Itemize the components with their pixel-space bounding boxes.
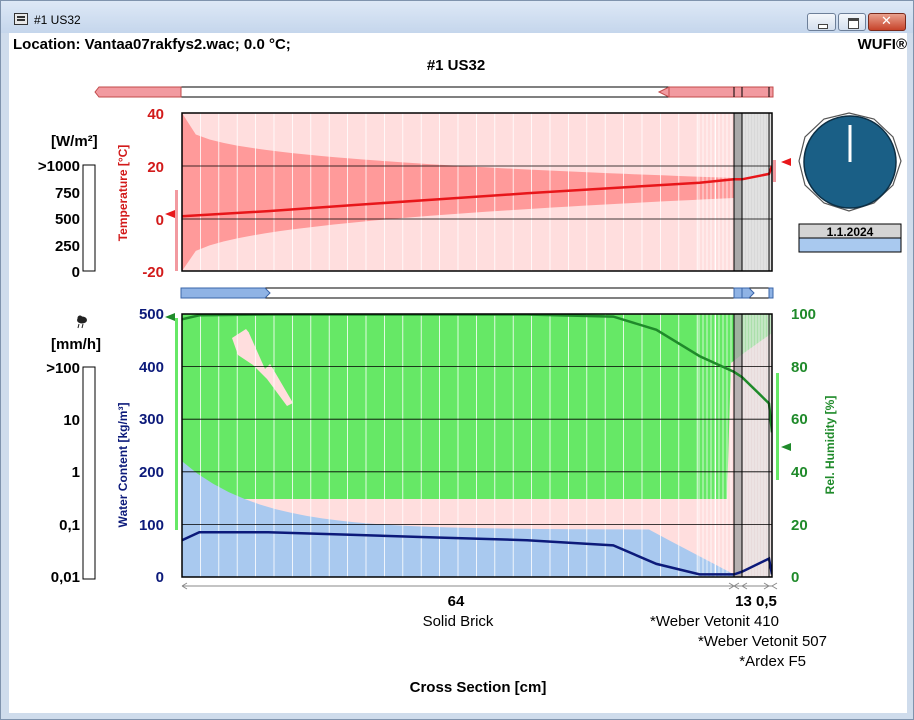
temperature-chart: 40 20 0 -20 Temperature [°C] — [116, 106, 791, 281]
rain-cloud-icon — [77, 315, 87, 329]
layer-name-label: *Ardex F5 — [739, 653, 806, 670]
rain-tick: 1 — [72, 464, 80, 481]
temperature-tick: -20 — [142, 264, 164, 281]
rain-unit: [mm/h] — [51, 336, 101, 353]
temperature-axis-label: Temperature [°C] — [116, 145, 130, 242]
rain-tick: 0,1 — [59, 517, 80, 534]
wufi-film-canvas: Location: Vantaa07rakfys2.wac; 0.0 °C; W… — [13, 36, 907, 696]
app-icon[interactable] — [14, 13, 28, 25]
layer-name-label: *Weber Vetonit 507 — [698, 633, 827, 650]
water-content-envelope — [182, 461, 734, 577]
water-content-tick: 0 — [156, 569, 164, 586]
maximize-button[interactable] — [838, 13, 866, 31]
temperature-profile-line — [182, 165, 772, 218]
heat-flux-unit: [W/m²] — [51, 133, 98, 150]
humidity-axis-label: Rel. Humidity [%] — [823, 396, 837, 495]
time-clock: 1.1.2024 — [798, 112, 902, 253]
minimize-button[interactable] — [807, 13, 836, 31]
rain-tick: >100 — [46, 360, 80, 377]
layer-name-label: Solid Brick — [423, 613, 494, 630]
clock-date: 1.1.2024 — [827, 225, 874, 239]
temperature-tick: 40 — [147, 106, 164, 123]
window-title: #1 US32 — [34, 13, 81, 27]
vetonit-507-layer — [742, 113, 772, 271]
outdoor-humidity-marker — [165, 313, 175, 321]
cross-section-axis: 64 13 0,5 Solid Brick *Weber Vetonit 410… — [181, 582, 827, 696]
temperature-plot-frame — [181, 112, 773, 272]
outdoor-rain-bar — [180, 287, 271, 299]
temperature-tick: 0 — [156, 212, 164, 229]
humidity-tick: 0 — [791, 569, 799, 586]
moisture-plot-frame — [181, 313, 773, 578]
layer-name-label: *Weber Vetonit 410 — [650, 613, 779, 630]
moisture-layer-strip[interactable] — [180, 287, 774, 299]
rain-tick: 0,01 — [51, 569, 80, 586]
wufi-brand: WUFI® — [858, 36, 907, 53]
humidity-tick: 100 — [791, 306, 816, 323]
outdoor-temperature-marker — [165, 210, 175, 218]
flux-tick: >1000 — [38, 158, 80, 175]
humidity-envelope — [182, 314, 772, 499]
humidity-envelope-gap — [232, 329, 293, 406]
layer-thickness-label: 13 0,5 — [735, 593, 777, 610]
humidity-tick: 40 — [791, 464, 808, 481]
bottom-thin-grid — [698, 314, 772, 577]
title-bar[interactable]: #1 US32 — [1, 1, 913, 33]
water-content-tick: 300 — [139, 411, 164, 428]
close-button[interactable] — [868, 13, 906, 31]
flux-tick: 500 — [55, 211, 80, 228]
indoor-humidity-marker — [781, 443, 791, 451]
water-content-tick: 500 — [139, 306, 164, 323]
case-title: #1 US32 — [427, 57, 485, 74]
humidity-tick: 60 — [791, 411, 808, 428]
outdoor-temperature-bar — [94, 86, 182, 98]
water-content-tick: 400 — [139, 359, 164, 376]
rain-scale: [mm/h] >100 10 1 0,1 0,01 — [46, 315, 101, 586]
rain-tick: 10 — [63, 412, 80, 429]
top-thin-grid — [698, 113, 772, 271]
bottom-horizontal-grid — [182, 366, 772, 525]
humidity-tick: 20 — [791, 517, 808, 534]
time-progress-bar — [798, 237, 902, 253]
heat-flux-scale: [W/m²] >1000 750 500 250 0 — [38, 133, 98, 281]
location-label: Location: Vantaa07rakfys2.wac; 0.0 °C; — [13, 36, 291, 53]
temperature-layer-strip[interactable] — [94, 86, 774, 98]
indoor-temperature-marker — [781, 158, 791, 166]
indoor-temperature-bar — [668, 86, 774, 98]
flux-tick: 250 — [55, 238, 80, 255]
moisture-chart: 500 400 300 200 100 0 Water Content [kg/… — [116, 306, 837, 586]
flux-tick: 0 — [72, 264, 80, 281]
temperature-tick: 20 — [147, 159, 164, 176]
cross-section-axis-label: Cross Section [cm] — [410, 679, 547, 696]
water-content-tick: 200 — [139, 464, 164, 481]
flux-tick: 750 — [55, 185, 80, 202]
humidity-tick: 80 — [791, 359, 808, 376]
water-content-tick: 100 — [139, 517, 164, 534]
vetonit-410-layer — [734, 113, 742, 271]
temperature-envelope — [182, 113, 772, 271]
water-content-axis-label: Water Content [kg/m³] — [116, 403, 130, 528]
film-view: Location: Vantaa07rakfys2.wac; 0.0 °C; W… — [9, 33, 907, 713]
layer-thickness-label: 64 — [448, 593, 465, 610]
